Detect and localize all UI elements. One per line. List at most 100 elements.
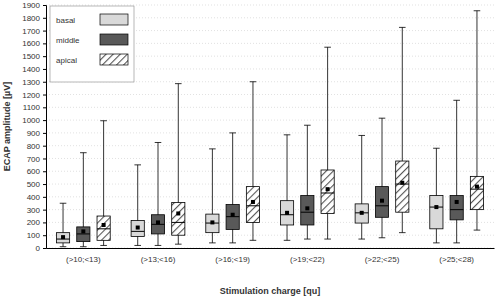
- x-axis: (>10;<13)(>13;<16)(>16;<19)(>19;<22)(>22…: [47, 248, 495, 264]
- y-tick-label: 400: [27, 193, 41, 202]
- y-tick-mark: [43, 69, 46, 70]
- y-tick-mark: [43, 120, 46, 121]
- y-tick: 1300: [22, 78, 46, 87]
- whisker-cap: [209, 242, 216, 243]
- grid: [46, 5, 494, 248]
- chart: 0100200300400500600700800900100011001200…: [0, 0, 500, 308]
- whisker-cap: [304, 125, 311, 126]
- whisker-cap: [324, 47, 331, 48]
- median: [321, 193, 334, 194]
- whisker-cap: [358, 239, 365, 240]
- y-tick-mark: [43, 222, 46, 223]
- y-tick: 1700: [22, 27, 46, 36]
- whisker-cap: [284, 240, 291, 241]
- legend-frame: [50, 6, 134, 82]
- mean: [380, 199, 384, 203]
- y-tick-label: 700: [27, 155, 41, 164]
- plot: 0100200300400500600700800900100011001200…: [22, 1, 494, 264]
- x-tick: (>10;<13): [66, 248, 101, 264]
- mean: [360, 211, 364, 215]
- y-tick: 1600: [22, 39, 46, 48]
- whisker-cap: [155, 142, 162, 143]
- y-tick: 1800: [22, 14, 46, 23]
- mean: [305, 206, 309, 210]
- whisker-cap: [250, 81, 257, 82]
- mean: [81, 229, 85, 233]
- median: [246, 205, 259, 206]
- series-1: [77, 100, 464, 246]
- grid-line: [46, 235, 494, 236]
- whisker-cap: [358, 135, 365, 136]
- whisker-cap: [80, 246, 87, 247]
- y-tick-label: 1800: [22, 14, 40, 23]
- x-tick: (>22;<25): [365, 248, 400, 264]
- grid-line: [46, 107, 494, 108]
- mean: [102, 223, 106, 227]
- whisker-cap: [399, 27, 406, 28]
- mean: [455, 200, 459, 204]
- y-tick: 1500: [22, 52, 46, 61]
- y-tick-mark: [43, 56, 46, 57]
- median: [77, 233, 90, 234]
- y-tick-mark: [43, 184, 46, 185]
- y-tick-mark: [43, 133, 46, 134]
- legend-swatch: [100, 34, 128, 45]
- y-tick: 500: [27, 180, 46, 189]
- box: [56, 233, 69, 243]
- box: [280, 201, 293, 225]
- y-tick-mark: [43, 82, 46, 83]
- whisker-cap: [433, 148, 440, 149]
- mean: [136, 226, 140, 230]
- whisker-cap: [100, 120, 107, 121]
- median: [301, 212, 314, 213]
- whisker: [361, 135, 362, 239]
- whisker-cap: [60, 246, 67, 247]
- whisker-cap: [250, 240, 257, 241]
- y-tick: 600: [27, 167, 46, 176]
- x-tick-label: (>19;<22): [290, 255, 325, 264]
- y-tick-mark: [43, 18, 46, 19]
- x-axis-title: Stimulation charge [qu]: [220, 286, 321, 296]
- whisker-cap: [399, 232, 406, 233]
- x-tick: (>25;<28): [439, 248, 474, 264]
- y-tick-mark: [43, 146, 46, 147]
- legend: basalmiddleapical: [50, 6, 134, 82]
- y-tick-mark: [43, 95, 46, 96]
- whisker-cap: [80, 152, 87, 153]
- x-tick-label: (>22;<25): [365, 255, 400, 264]
- y-tick: 1000: [22, 116, 46, 125]
- y-tick-label: 1300: [22, 78, 40, 87]
- whisker-cap: [229, 132, 236, 133]
- box: [430, 196, 443, 229]
- y-tick: 900: [27, 129, 46, 138]
- grid-line: [46, 158, 494, 159]
- y-tick-label: 0: [36, 244, 41, 253]
- x-tick-label: (>16;<19): [215, 255, 250, 264]
- whisker-cap: [134, 245, 141, 246]
- whisker-cap: [453, 242, 460, 243]
- y-tick: 1100: [23, 103, 46, 112]
- y-tick-mark: [43, 248, 46, 249]
- mean: [326, 187, 330, 191]
- whisker-cap: [474, 230, 481, 231]
- whisker-cap: [433, 242, 440, 243]
- grid-line: [46, 248, 494, 249]
- whisker-cap: [304, 239, 311, 240]
- x-tick-label: (>10;<13): [66, 255, 101, 264]
- x-axis-line: [47, 248, 495, 249]
- y-tick-label: 300: [27, 206, 41, 215]
- whisker-cap: [324, 239, 331, 240]
- y-tick-mark: [43, 5, 46, 6]
- median: [172, 222, 185, 223]
- y-tick-label: 1100: [23, 103, 41, 112]
- grid-line: [46, 222, 494, 223]
- y-tick-label: 1900: [22, 1, 40, 10]
- y-tick: 100: [27, 231, 46, 240]
- grid-line: [46, 171, 494, 172]
- y-tick: 0: [36, 244, 46, 253]
- mean: [156, 220, 160, 224]
- y-tick-mark: [43, 43, 46, 44]
- legend-swatch: [100, 14, 128, 25]
- whisker: [382, 118, 383, 238]
- median: [97, 228, 110, 229]
